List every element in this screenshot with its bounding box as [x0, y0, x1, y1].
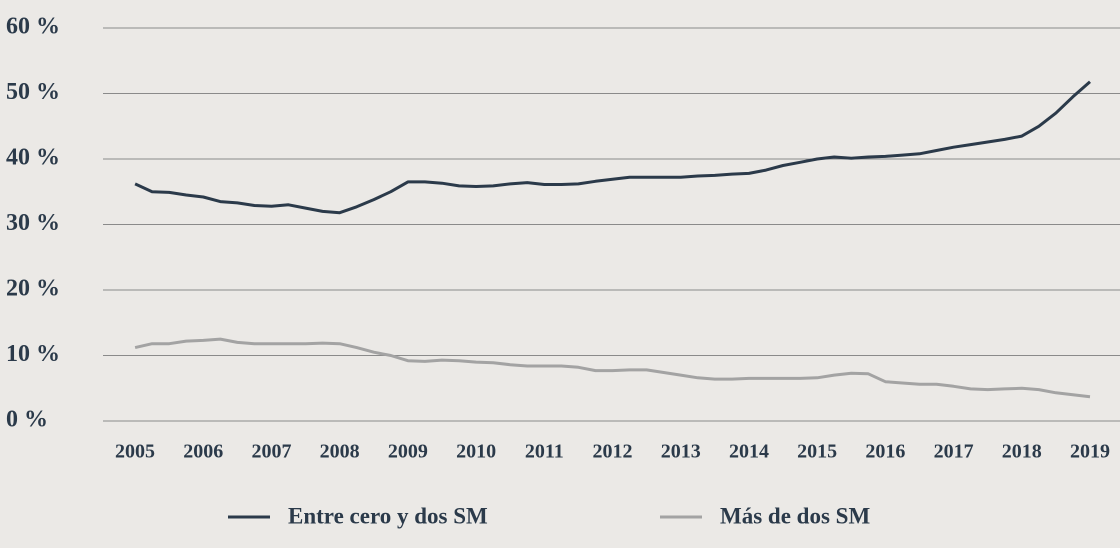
line — [134, 337, 1091, 399]
y-tick-label: 10 % — [6, 341, 60, 367]
x-tick-label: 2005 — [115, 441, 155, 463]
y-tick-label: 20 % — [6, 276, 60, 302]
x-tick-label: 2017 — [934, 441, 974, 463]
x-tick-label: 2006 — [183, 441, 223, 463]
y-tick-label: 40 % — [6, 145, 60, 171]
x-tick-label: 2014 — [729, 441, 769, 463]
x-tick-label: 2008 — [320, 441, 360, 463]
x-tick-label: 2010 — [456, 441, 496, 463]
line — [134, 80, 1091, 215]
x-tick-label: 2018 — [1002, 441, 1042, 463]
x-tick-label: 2015 — [797, 441, 837, 463]
x-tick-label: 2009 — [388, 441, 428, 463]
legend-label: Entre cero y dos SM — [288, 503, 488, 528]
x-tick-label: 2007 — [251, 441, 291, 463]
legend-label: Más de dos SM — [720, 503, 870, 528]
y-tick-label: 60 % — [6, 14, 60, 40]
x-tick-label: 2016 — [865, 441, 905, 463]
x-tick-label: 2011 — [525, 441, 564, 463]
x-tick-label: 2019 — [1070, 441, 1110, 463]
y-tick-label: 30 % — [6, 210, 60, 236]
x-tick-label: 2012 — [593, 441, 633, 463]
y-tick-label: 0 % — [6, 407, 48, 433]
y-tick-label: 50 % — [6, 79, 60, 105]
x-tick-label: 2013 — [661, 441, 701, 463]
